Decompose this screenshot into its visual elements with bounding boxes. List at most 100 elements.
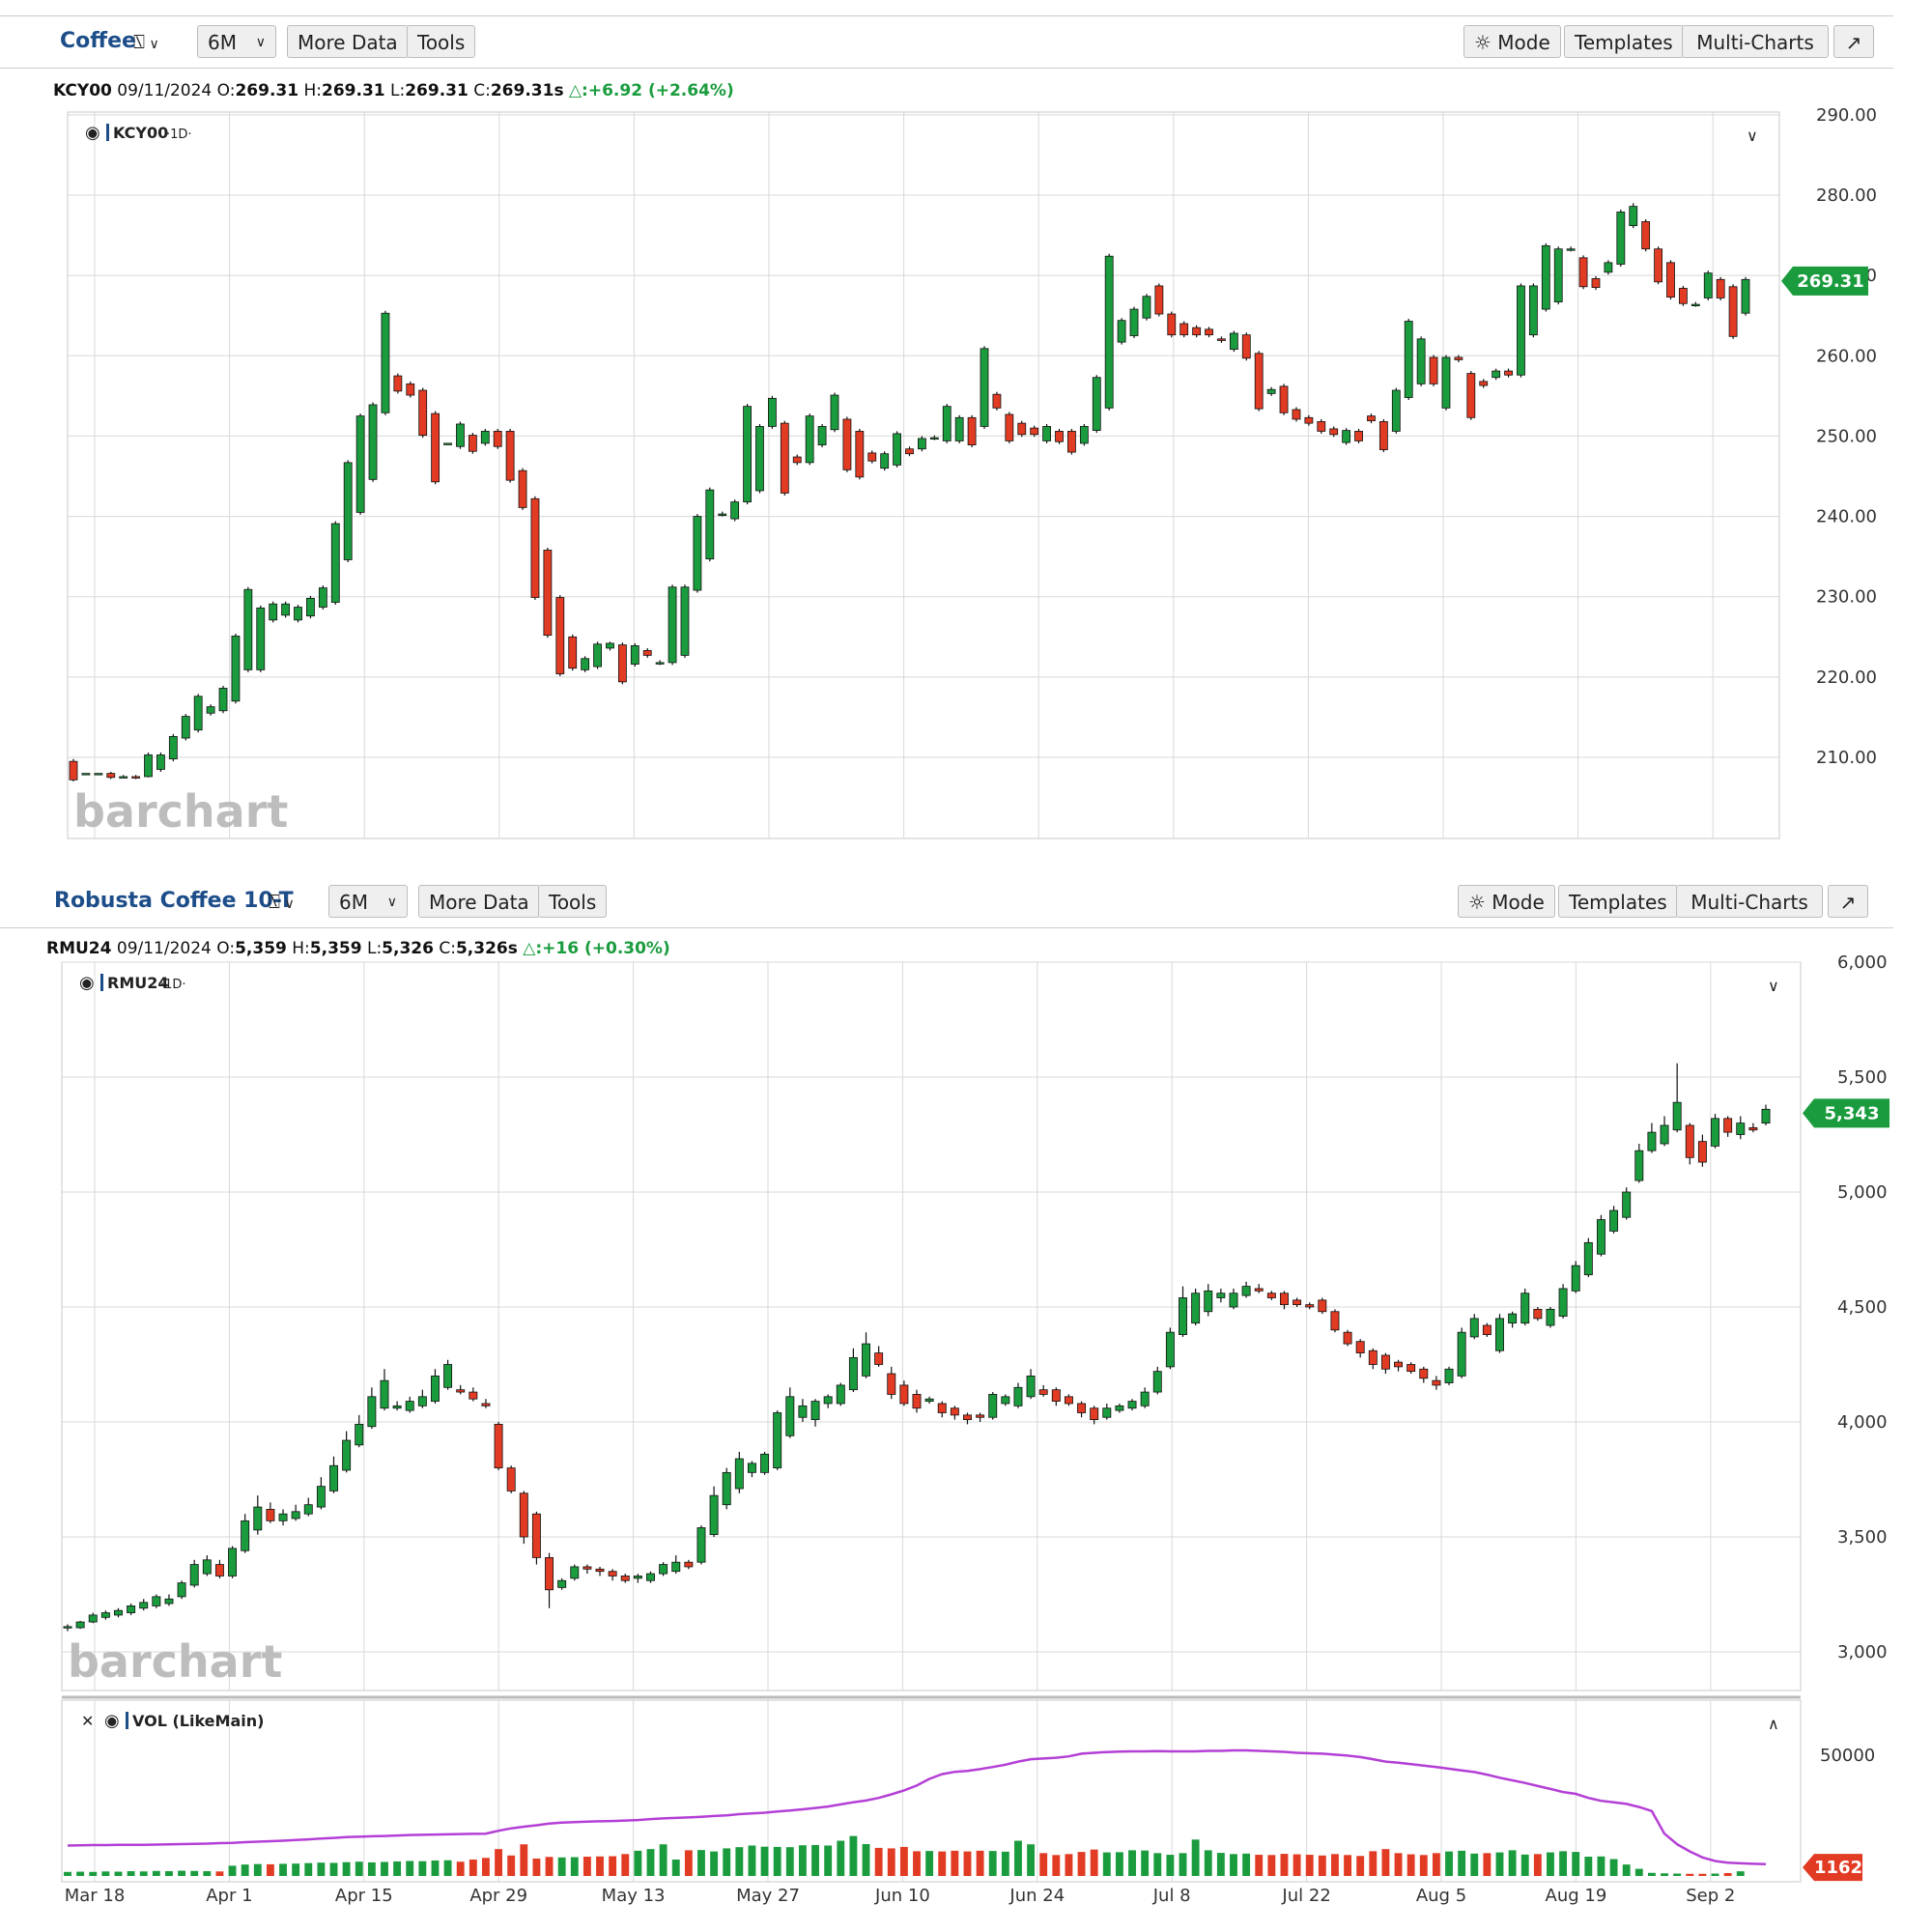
range-dropdown[interactable]: 6M ∨ — [197, 25, 276, 58]
candle-body — [693, 516, 702, 591]
volume-bar — [887, 1848, 895, 1876]
candle-body — [168, 735, 178, 760]
candle-body — [1466, 373, 1476, 418]
volume-bar — [1419, 1855, 1428, 1876]
quote-high: 5,359 — [309, 939, 362, 958]
robusta-chart-panel: Robusta Coffee 10-T ⍂ ∨ 6M ∨ More Data T… — [0, 860, 1932, 1932]
multi-charts-button[interactable]: Multi-Charts — [1676, 885, 1823, 918]
coffee-price-chart[interactable]: 210.00220.00230.00240.00250.00260.00270.… — [0, 0, 1932, 869]
expand-button[interactable]: ↗ — [1833, 25, 1874, 58]
volume-bar — [329, 1862, 338, 1876]
templates-button[interactable]: Templates — [1564, 25, 1684, 58]
candle-body — [75, 1621, 85, 1629]
volume-bar — [1267, 1855, 1276, 1876]
candle-body — [256, 607, 266, 670]
candle-body — [1641, 221, 1651, 250]
candle-body — [531, 1513, 541, 1558]
candle-body — [1205, 328, 1213, 336]
volume-bar — [1242, 1853, 1251, 1876]
chart-type-selector[interactable]: ⍂ ∨ — [133, 25, 159, 58]
candle-body — [633, 1576, 642, 1579]
eye-icon: ◉ — [79, 973, 95, 993]
candle-body — [1001, 1396, 1010, 1405]
candle-body — [1533, 1308, 1543, 1320]
chevron-down-icon: ∨ — [280, 896, 295, 912]
templates-button[interactable]: Templates — [1558, 885, 1678, 918]
candle-body — [506, 1467, 516, 1492]
candle-body — [617, 644, 627, 683]
volume-bar — [723, 1848, 731, 1876]
candle-body — [1378, 421, 1388, 450]
y-tick-label: 280.00 — [1816, 185, 1877, 206]
chart-title[interactable]: Robusta Coffee 10-T — [54, 889, 294, 913]
legend-interval: ·1D· — [160, 978, 186, 992]
candle-body — [734, 1458, 744, 1490]
candle-body — [1741, 278, 1750, 314]
quote-open: 5,359 — [235, 939, 287, 958]
candle-body — [1140, 1391, 1150, 1406]
volume-bar — [355, 1861, 363, 1876]
candle-body — [570, 1566, 580, 1579]
volume-bar — [304, 1862, 313, 1876]
candle-body — [1330, 1311, 1340, 1331]
volume-bar — [1520, 1854, 1529, 1876]
y-tick-label: 290.00 — [1816, 105, 1877, 126]
chevron-down-icon: ∨ — [1747, 127, 1758, 145]
candle-body — [893, 433, 901, 466]
candle-body — [747, 1463, 756, 1473]
volume-bar — [203, 1871, 212, 1876]
candle-body — [954, 416, 964, 441]
candle-body — [393, 375, 403, 392]
candle-body — [69, 760, 78, 781]
volume-bar — [1014, 1840, 1022, 1876]
robusta-price-chart[interactable]: 3,000 3,500 4,000 4,500 5,000 5,500 6,000 barch… — [0, 860, 1932, 1932]
candle-body — [1042, 426, 1052, 441]
chart-title[interactable]: Coffee — [60, 29, 136, 53]
y-tick-label: 5,500 — [1837, 1067, 1888, 1088]
chart-type-selector[interactable]: ⍂ ∨ — [269, 885, 295, 918]
mode-button[interactable]: ☼ Mode — [1458, 885, 1555, 918]
candle-body — [278, 1513, 288, 1521]
candle-body — [181, 716, 190, 739]
candle-body — [481, 1403, 491, 1406]
mode-button[interactable]: ☼ Mode — [1463, 25, 1561, 58]
candle-body — [1293, 1299, 1302, 1306]
candle-body — [755, 426, 764, 492]
chevron-down-icon: ∨ — [145, 37, 159, 52]
x-tick-label: May 13 — [602, 1886, 666, 1906]
candle-body — [582, 1566, 592, 1570]
candle-body — [937, 1403, 947, 1413]
candle-body — [1634, 1150, 1644, 1181]
volume-bar — [1255, 1855, 1264, 1876]
more-data-button[interactable]: More Data — [287, 25, 409, 58]
quote-line: KCY00 09/11/2024 O:269.31 H:269.31 L:269… — [53, 81, 734, 100]
candle-body — [918, 438, 926, 450]
volume-bar — [1458, 1850, 1466, 1876]
candle-body — [773, 1412, 782, 1468]
volume-bar — [849, 1835, 858, 1876]
candle-body — [836, 1384, 845, 1405]
tools-button[interactable]: Tools — [407, 25, 476, 58]
y-tick-label: 220.00 — [1816, 668, 1877, 688]
range-dropdown[interactable]: 6M ∨ — [328, 885, 408, 918]
candle-body — [63, 1626, 72, 1629]
candle-body — [505, 431, 515, 481]
volume-bar — [925, 1851, 934, 1876]
more-data-button[interactable]: More Data — [418, 885, 540, 918]
volume-bar — [317, 1862, 326, 1876]
candle-body — [924, 1398, 934, 1402]
volume-bar — [557, 1857, 566, 1876]
chevron-up-icon: ∧ — [1768, 1715, 1779, 1733]
candle-body — [1457, 1331, 1466, 1377]
multi-charts-button[interactable]: Multi-Charts — [1682, 25, 1829, 58]
candle-body — [530, 497, 540, 598]
expand-button[interactable]: ↗ — [1828, 885, 1868, 918]
candle-body — [1217, 338, 1226, 341]
volume-bar — [951, 1850, 959, 1876]
candle-body — [430, 1376, 440, 1402]
tools-button[interactable]: Tools — [538, 885, 608, 918]
candle-body — [1492, 370, 1501, 379]
volume-last-pill — [1803, 1854, 1862, 1882]
volume-bar — [76, 1871, 85, 1876]
x-tick-label: Jun 24 — [1009, 1886, 1065, 1906]
